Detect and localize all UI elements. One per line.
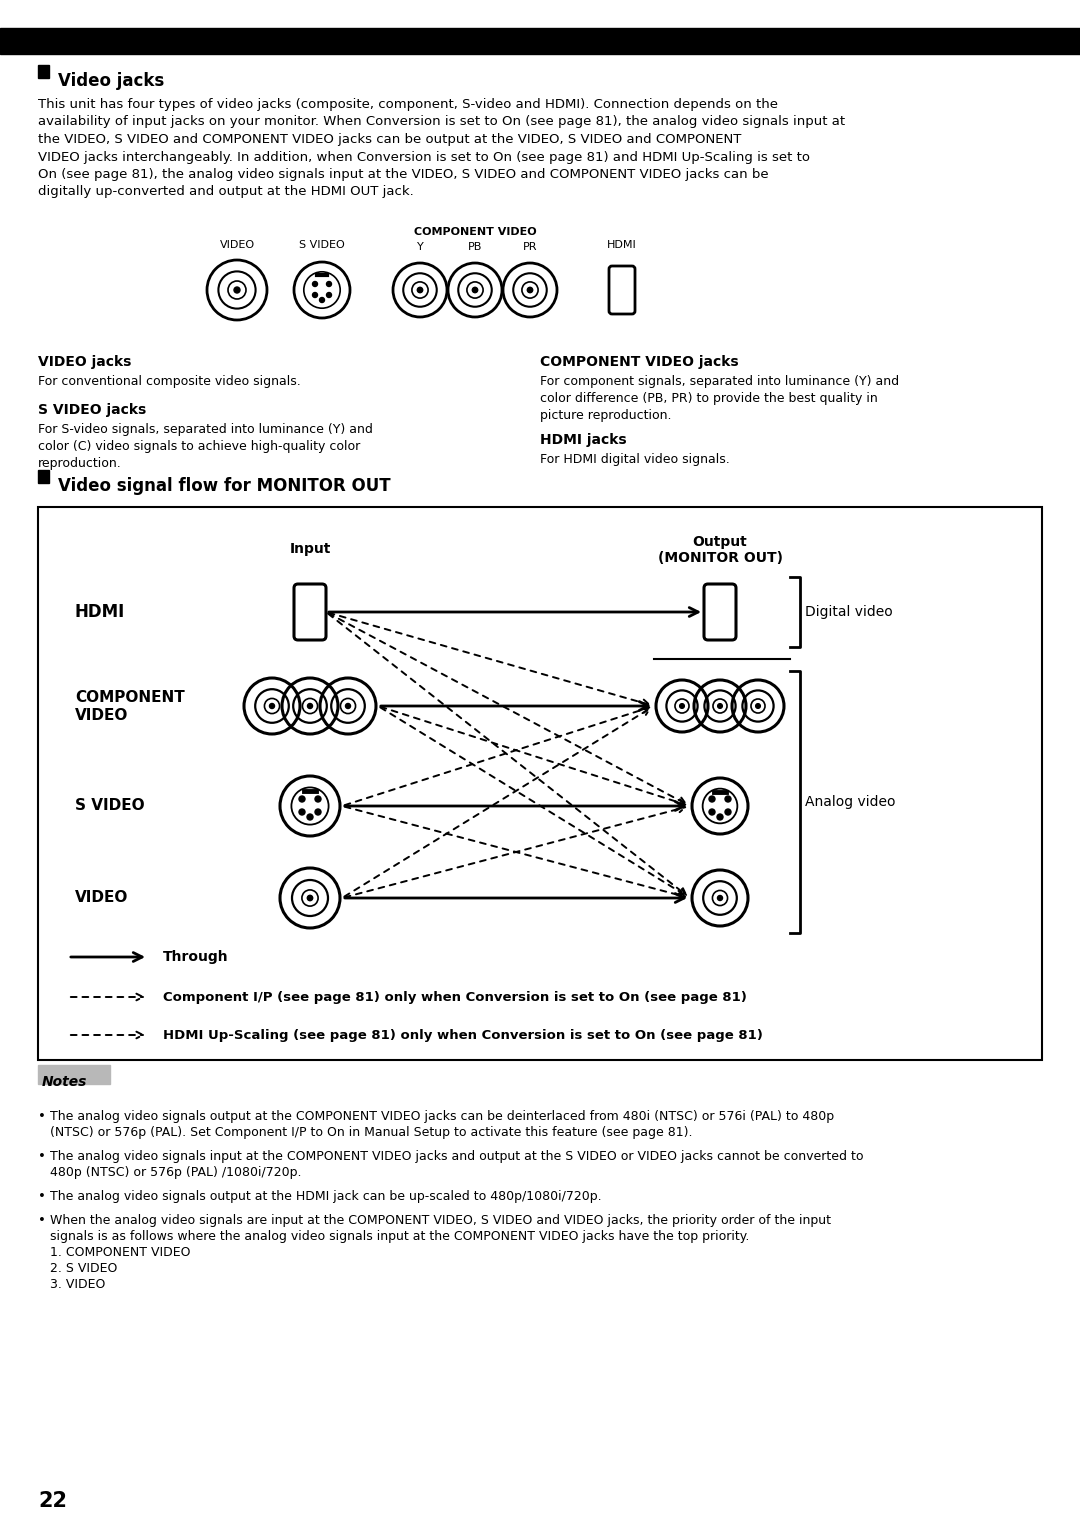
Text: VIDEO jacks interchangeably. In addition, when Conversion is set to On (see page: VIDEO jacks interchangeably. In addition… — [38, 151, 810, 163]
Circle shape — [717, 703, 723, 708]
Text: This unit has four types of video jacks (composite, component, S-video and HDMI): This unit has four types of video jacks … — [38, 98, 778, 111]
Circle shape — [234, 287, 240, 293]
Circle shape — [307, 813, 313, 819]
Text: HDMI jacks: HDMI jacks — [540, 433, 626, 447]
Text: Output: Output — [692, 536, 747, 549]
Text: signals is as follows where the analog video signals input at the COMPONENT VIDE: signals is as follows where the analog v… — [50, 1230, 750, 1244]
Text: Video jacks: Video jacks — [58, 72, 164, 90]
Text: On (see page 81), the analog video signals input at the VIDEO, S VIDEO and COMPO: On (see page 81), the analog video signa… — [38, 168, 769, 182]
Text: S VIDEO: S VIDEO — [75, 798, 145, 813]
Bar — [38, 66, 49, 78]
Circle shape — [315, 809, 321, 815]
Bar — [0, 27, 1080, 53]
Circle shape — [725, 797, 731, 803]
Text: •: • — [38, 1215, 45, 1227]
Text: VIDEO: VIDEO — [75, 891, 129, 905]
Text: When the analog video signals are input at the COMPONENT VIDEO, S VIDEO and VIDE: When the analog video signals are input … — [50, 1215, 831, 1227]
Text: digitally up-converted and output at the HDMI OUT jack.: digitally up-converted and output at the… — [38, 186, 414, 198]
Text: HDMI: HDMI — [607, 240, 637, 250]
Circle shape — [725, 809, 731, 815]
Text: PR: PR — [523, 243, 537, 252]
Text: 1. COMPONENT VIDEO: 1. COMPONENT VIDEO — [50, 1247, 190, 1259]
Bar — [38, 1065, 110, 1083]
Text: Y: Y — [417, 243, 423, 252]
Circle shape — [308, 896, 313, 900]
Text: For HDMI digital video signals.: For HDMI digital video signals. — [540, 453, 730, 465]
Text: Component I/P (see page 81) only when Conversion is set to On (see page 81): Component I/P (see page 81) only when Co… — [163, 990, 747, 1004]
Text: COMPONENT VIDEO jacks: COMPONENT VIDEO jacks — [540, 356, 739, 369]
Text: Notes: Notes — [42, 1074, 87, 1090]
Circle shape — [315, 797, 321, 803]
Circle shape — [527, 287, 532, 293]
Text: VIDEO: VIDEO — [75, 708, 129, 723]
Text: color difference (PB, PR) to provide the best quality in: color difference (PB, PR) to provide the… — [540, 392, 878, 404]
Circle shape — [717, 896, 723, 900]
Text: the VIDEO, S VIDEO and COMPONENT VIDEO jacks can be output at the VIDEO, S VIDEO: the VIDEO, S VIDEO and COMPONENT VIDEO j… — [38, 133, 741, 146]
Circle shape — [312, 293, 318, 298]
Text: reproduction.: reproduction. — [38, 456, 122, 470]
Text: Through: Through — [163, 951, 229, 964]
Text: picture reproduction.: picture reproduction. — [540, 409, 672, 423]
Bar — [38, 470, 49, 484]
Text: color (C) video signals to achieve high-quality color: color (C) video signals to achieve high-… — [38, 439, 361, 453]
Text: Digital video: Digital video — [805, 604, 893, 620]
Circle shape — [326, 281, 332, 287]
Circle shape — [756, 703, 760, 708]
Text: •: • — [38, 1190, 45, 1202]
Circle shape — [346, 703, 351, 708]
Text: PB: PB — [468, 243, 482, 252]
Circle shape — [417, 287, 422, 293]
Text: 2. S VIDEO: 2. S VIDEO — [50, 1262, 118, 1276]
Text: HDMI: HDMI — [75, 603, 125, 621]
Text: availability of input jacks on your monitor. When Conversion is set to On (see p: availability of input jacks on your moni… — [38, 116, 846, 128]
Text: COMPONENT VIDEO: COMPONENT VIDEO — [414, 227, 537, 237]
Text: (NTSC) or 576p (PAL). Set Component I/P to On in Manual Setup to activate this f: (NTSC) or 576p (PAL). Set Component I/P … — [50, 1126, 692, 1138]
Bar — [38, 507, 1042, 1061]
Text: •: • — [38, 1151, 45, 1163]
Circle shape — [320, 298, 324, 302]
Text: For conventional composite video signals.: For conventional composite video signals… — [38, 375, 300, 388]
Text: The analog video signals output at the HDMI jack can be up-scaled to 480p/1080i/: The analog video signals output at the H… — [50, 1190, 602, 1202]
Text: 480p (NTSC) or 576p (PAL) /1080i/720p.: 480p (NTSC) or 576p (PAL) /1080i/720p. — [50, 1166, 301, 1180]
Circle shape — [708, 809, 715, 815]
Text: The analog video signals output at the COMPONENT VIDEO jacks can be deinterlaced: The analog video signals output at the C… — [50, 1109, 834, 1123]
Text: CONNECTIONS: CONNECTIONS — [38, 37, 129, 46]
Text: 22: 22 — [38, 1491, 67, 1511]
Text: 3. VIDEO: 3. VIDEO — [50, 1277, 106, 1291]
Text: VIDEO jacks: VIDEO jacks — [38, 356, 132, 369]
Text: (MONITOR OUT): (MONITOR OUT) — [658, 551, 783, 565]
Text: Video signal flow for MONITOR OUT: Video signal flow for MONITOR OUT — [58, 478, 391, 494]
Text: VIDEO: VIDEO — [219, 240, 255, 250]
Text: Input: Input — [289, 542, 330, 555]
Circle shape — [472, 287, 477, 293]
Text: For S-video signals, separated into luminance (Y) and: For S-video signals, separated into lumi… — [38, 423, 373, 436]
Circle shape — [312, 281, 318, 287]
Text: Analog video: Analog video — [805, 795, 895, 809]
Text: For component signals, separated into luminance (Y) and: For component signals, separated into lu… — [540, 375, 900, 388]
Text: HDMI Up-Scaling (see page 81) only when Conversion is set to On (see page 81): HDMI Up-Scaling (see page 81) only when … — [163, 1029, 762, 1042]
Circle shape — [679, 703, 685, 708]
Circle shape — [299, 797, 305, 803]
Circle shape — [717, 813, 723, 819]
Circle shape — [708, 797, 715, 803]
Text: COMPONENT: COMPONENT — [75, 690, 185, 705]
Text: •: • — [38, 1109, 45, 1123]
Text: S VIDEO jacks: S VIDEO jacks — [38, 403, 146, 417]
Circle shape — [308, 703, 312, 708]
Circle shape — [270, 703, 274, 708]
Text: S VIDEO: S VIDEO — [299, 240, 345, 250]
Circle shape — [299, 809, 305, 815]
Circle shape — [326, 293, 332, 298]
Text: The analog video signals input at the COMPONENT VIDEO jacks and output at the S : The analog video signals input at the CO… — [50, 1151, 864, 1163]
